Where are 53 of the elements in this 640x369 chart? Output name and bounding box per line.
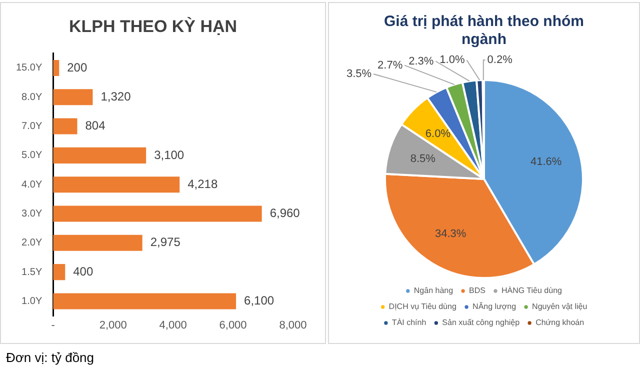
legend-label: Sản xuất công nghiệp (442, 318, 520, 328)
y-tick-label: 3.0Y (22, 208, 42, 220)
x-tick-label: 6,000 (219, 319, 247, 332)
chart-title: KLPH THEO KỲ HẠN (68, 16, 238, 36)
legend-label: TÀI chính (392, 318, 426, 328)
data-label: 400 (73, 264, 94, 278)
legend-label: DỊCH vụ Tiêu dùng (388, 302, 456, 312)
data-label: 0.2% (487, 54, 513, 66)
x-tick-label: 4,000 (159, 319, 187, 332)
data-label: 6,960 (270, 206, 300, 220)
bar (53, 176, 180, 193)
data-label: 6,100 (244, 294, 274, 308)
legend-label: Ngân hàng (414, 286, 454, 296)
data-label: 2,975 (150, 235, 181, 250)
data-label: 1.0% (440, 54, 465, 66)
data-label: 3,100 (154, 148, 184, 162)
bar (53, 89, 93, 106)
y-tick-label: 4.0Y (22, 179, 42, 190)
legend-label: HÀNG Tiêu dùng (501, 286, 562, 296)
legend-label: NĂng lượng (472, 302, 516, 312)
y-tick-label: 7.0Y (22, 121, 42, 132)
y-tick-label: 15.0Y (16, 62, 42, 74)
text: Đơn vị: tỷ đồng (6, 350, 96, 366)
chart-title: Giá trị phát hành theo nhóm ngành (384, 13, 584, 48)
data-label: 34.3% (434, 228, 466, 240)
bar (53, 234, 142, 251)
data-label: 3.5% (346, 68, 372, 80)
x-tick-label: 2,000 (99, 319, 127, 332)
x-tick-label: - (51, 319, 56, 332)
data-label: 6.0% (425, 128, 451, 140)
y-tick-label: 1.5Y (22, 266, 42, 278)
y-tick-label: 5.0Y (22, 150, 42, 162)
data-label: 804 (85, 118, 106, 133)
x-tick-label: 8,000 (279, 319, 307, 332)
legend-label: Nguyên vật liệu (532, 302, 588, 312)
bar (53, 293, 236, 310)
y-tick-label: 2.0Y (22, 238, 42, 249)
data-label: 4,218 (188, 176, 218, 191)
data-label: 41.6% (530, 156, 562, 168)
legend-label: Chứng khoán (536, 318, 584, 328)
y-tick-label: 1.0Y (22, 296, 42, 307)
legend-label: BDS (469, 286, 486, 296)
data-label: 8.5% (410, 152, 436, 165)
bar (53, 60, 60, 76)
bar (53, 118, 78, 134)
data-label: 200 (67, 60, 88, 74)
data-label: 2.7% (378, 59, 403, 72)
bar (53, 147, 146, 164)
bar (53, 206, 262, 222)
data-label: 1,320 (100, 89, 132, 104)
data-label: 2.3% (408, 55, 434, 68)
bar (53, 264, 66, 280)
y-tick-label: 8.0Y (22, 92, 42, 103)
